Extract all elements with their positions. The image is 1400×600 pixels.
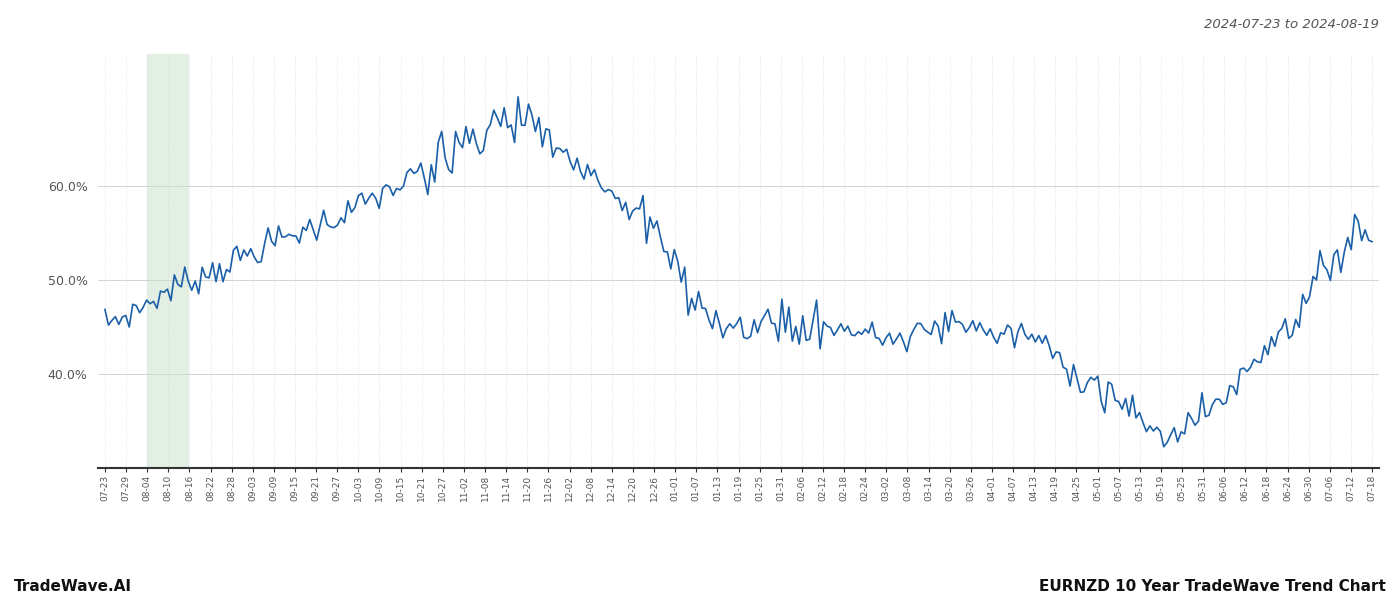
- Text: 2024-07-23 to 2024-08-19: 2024-07-23 to 2024-08-19: [1204, 18, 1379, 31]
- Bar: [147, 54, 189, 468]
- Text: EURNZD 10 Year TradeWave Trend Chart: EURNZD 10 Year TradeWave Trend Chart: [1039, 579, 1386, 594]
- Text: TradeWave.AI: TradeWave.AI: [14, 579, 132, 594]
